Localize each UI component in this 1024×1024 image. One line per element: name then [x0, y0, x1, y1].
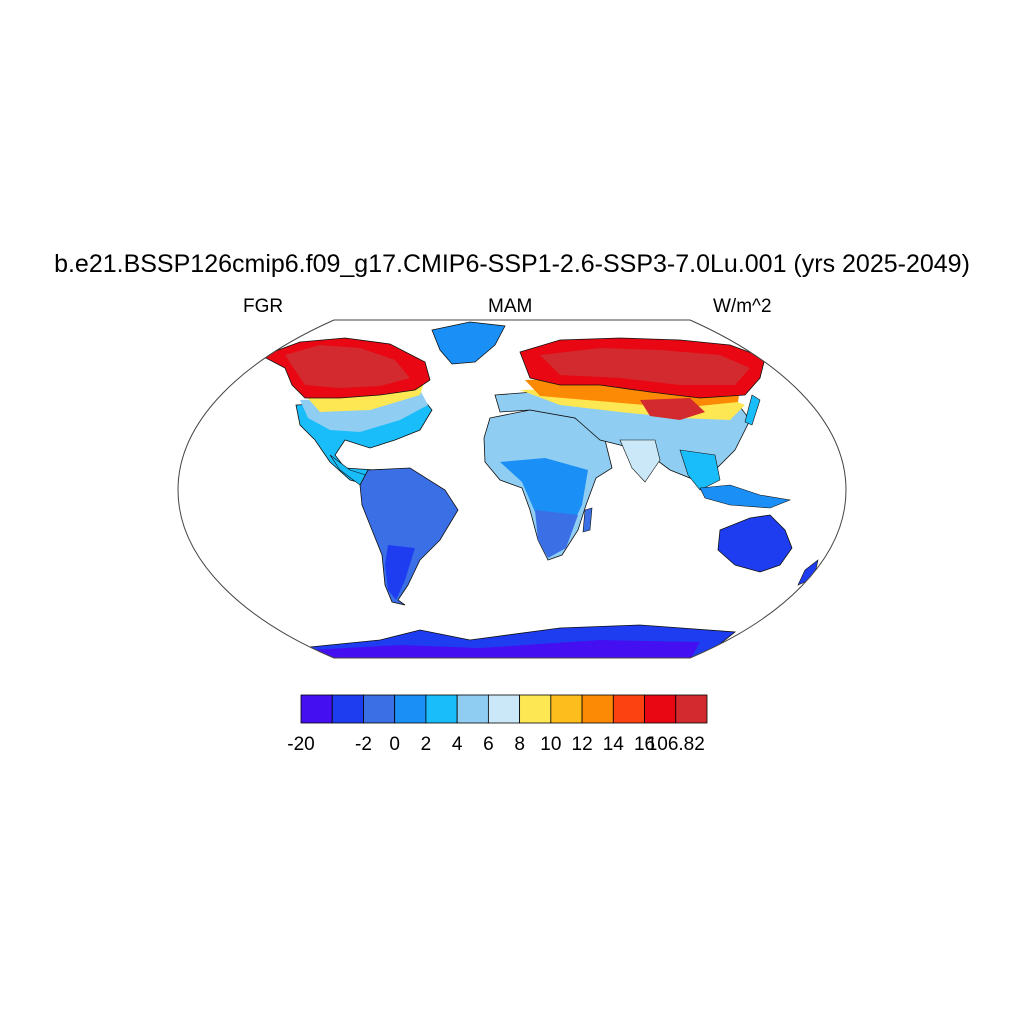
colorbar-tick-label: 10	[540, 734, 561, 755]
colorbar-box	[675, 694, 708, 724]
season-label: MAM	[488, 296, 533, 317]
colorbar-box	[550, 694, 583, 724]
colorbar-box	[331, 694, 364, 724]
colorbar-tick-label: 2	[421, 734, 432, 755]
colorbar-box	[425, 694, 458, 724]
colorbar-box	[363, 694, 396, 724]
globe-outline	[177, 319, 847, 659]
south-america-south	[385, 545, 415, 600]
colorbar-tick-label: 4	[452, 734, 463, 755]
colorbar-box	[644, 694, 677, 724]
colorbar-box	[612, 694, 645, 724]
antarctica-deep	[310, 640, 700, 658]
southeast-asia	[679, 449, 721, 491]
colorbar-tick-label: 8	[514, 734, 525, 755]
africa-south	[535, 510, 578, 558]
colorbar-box	[487, 694, 521, 724]
colorbar-tick-label: -2	[355, 734, 372, 755]
land-fields	[261, 321, 819, 658]
greenland	[431, 321, 506, 365]
variable-label: FGR	[243, 296, 284, 317]
india	[619, 439, 661, 483]
colorbar-tick-label: -20	[287, 734, 314, 755]
colorbar-boxes	[300, 694, 708, 724]
units-label: W/m^2	[713, 296, 772, 317]
plot-title: b.e21.BSSP126cmip6.f09_g17.CMIP6-SSP1-2.…	[54, 250, 970, 278]
tibet-plateau	[640, 398, 705, 420]
madagascar	[582, 507, 593, 533]
colorbar-box	[519, 694, 552, 724]
colorbar-tick-label: 0	[389, 734, 400, 755]
colorbar-box	[300, 694, 333, 724]
north-america-core	[285, 345, 410, 388]
colorbar-tick-label: 12	[572, 734, 593, 755]
colorbar-tick-label: 16	[634, 734, 655, 755]
japan	[744, 394, 761, 426]
colorbar-tick-label: 106.82	[647, 734, 705, 755]
colorbar-box	[581, 694, 614, 724]
colorbar-tick-label: 14	[603, 734, 625, 755]
colorbar-tick-label: 6	[483, 734, 494, 755]
eurasia-core	[540, 348, 750, 385]
colorbar-box	[456, 694, 489, 724]
south-america	[359, 467, 459, 606]
colorbar-box	[394, 694, 427, 724]
australia	[717, 514, 793, 573]
indonesia	[699, 484, 792, 509]
